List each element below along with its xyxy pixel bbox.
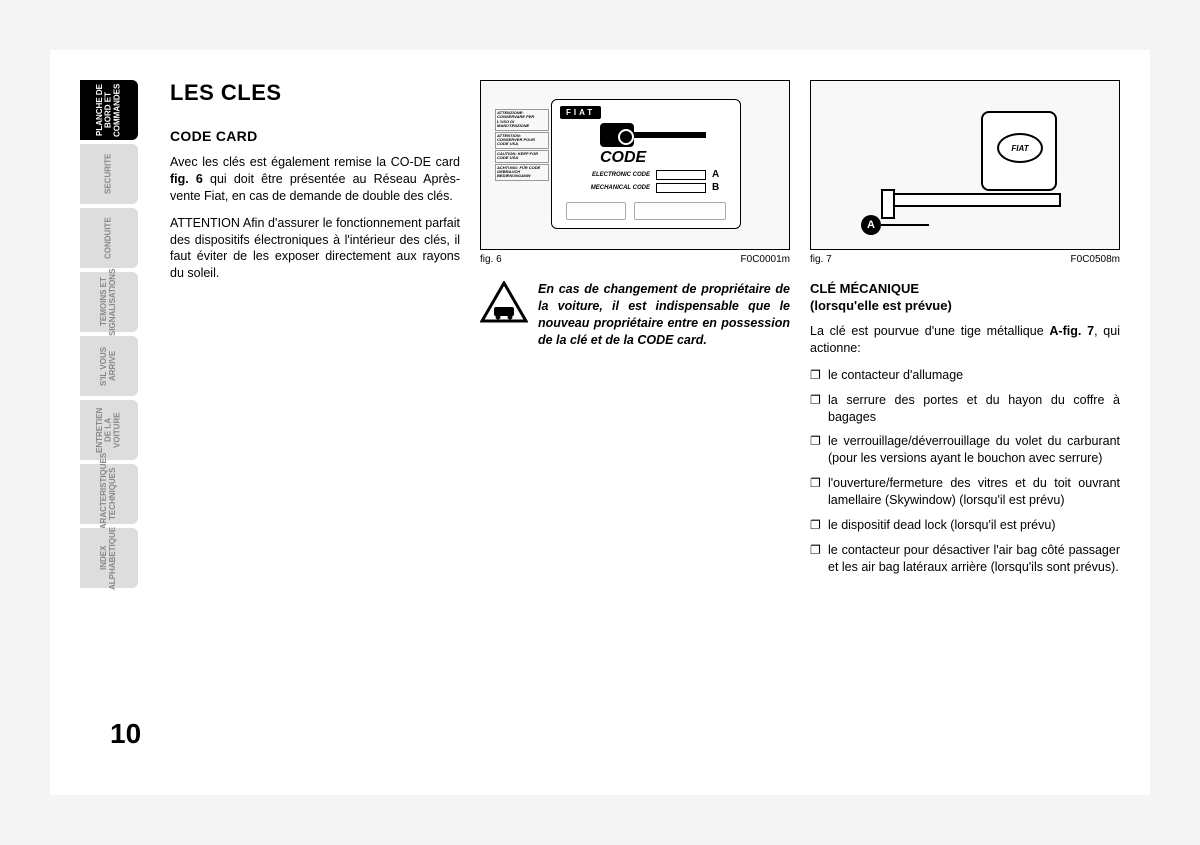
page-title: LES CLES	[170, 80, 460, 106]
column-1: LES CLES CODE CARD Avec les clés est éga…	[170, 80, 460, 584]
tab-entretien[interactable]: ENTRETIEN DE LA VOITURE	[80, 400, 138, 460]
code-card-graphic: FIAT CODE ELECTRONIC CODE A MECHANICAL C…	[551, 99, 741, 229]
figure-6-caption: fig. 6 F0C0001m	[480, 254, 790, 265]
fig-ref: A-fig. 7	[1049, 324, 1094, 338]
list-item: la serrure des portes et du hayon du cof…	[810, 392, 1120, 426]
key-graphic: FIAT A	[871, 111, 1071, 231]
tiny-warning: CAUTION: KEEP FOR CODE USA	[495, 150, 549, 163]
list-item: l'ouverture/fermeture des vitres et du t…	[810, 475, 1120, 509]
intro-paragraph: La clé est pourvue d'une tige métallique…	[810, 323, 1120, 357]
column-2: ATTENZIONE: CONSERVARE PER L'USO DI MANU…	[480, 80, 790, 584]
code-card-paragraph-1: Avec les clés est également remise la CO…	[170, 154, 460, 205]
fig-code: F0C0508m	[1071, 254, 1120, 265]
list-item: le contacteur pour désactiver l'air bag …	[810, 542, 1120, 576]
tab-index[interactable]: INDEX ALPHABETIQUE	[80, 528, 138, 588]
text-span: qui doit être présentée au Réseau Après-…	[170, 172, 460, 203]
callout-a: A	[861, 215, 929, 235]
code-card-paragraph-2: ATTENTION Afin d'assurer le fonctionneme…	[170, 215, 460, 283]
tab-securite[interactable]: SECURITE	[80, 144, 138, 204]
tiny-warning: ATTENTION: CONSERVER POUR CODE USA	[495, 132, 549, 149]
fiat-badge: FIAT	[997, 133, 1043, 163]
list-item: le verrouillage/déverrouillage du volet …	[810, 433, 1120, 467]
section-tabs: PLANCHE DE BORD ET COMMANDES SECURITE CO…	[50, 80, 140, 592]
tiny-warning: ACHTUNG: FÜR CODE GEBRAUCH BEDIENUNGANW	[495, 164, 549, 181]
row-label: ELECTRONIC CODE	[570, 172, 650, 178]
card-strip	[566, 202, 626, 220]
callout-dot: A	[861, 215, 881, 235]
column-3: FIAT A fig. 7 F0C0508m CLÉ MÉCANIQUE (lo…	[810, 80, 1120, 584]
key-shaft	[881, 193, 1061, 207]
warning-box: En cas de changement de propriétaire de …	[480, 281, 790, 349]
figure-7-caption: fig. 7 F0C0508m	[810, 254, 1120, 265]
content-columns: LES CLES CODE CARD Avec les clés est éga…	[170, 80, 1130, 584]
callout-letter: A	[712, 169, 722, 180]
manual-page: PLANCHE DE BORD ET COMMANDES SECURITE CO…	[50, 50, 1150, 795]
text-span: La clé est pourvue d'une tige métallique	[810, 324, 1049, 338]
fig-ref: fig. 6	[170, 172, 203, 186]
code-box	[656, 183, 706, 193]
electronic-code-row: ELECTRONIC CODE A	[570, 169, 732, 180]
figure-7: FIAT A	[810, 80, 1120, 250]
code-label: CODE	[600, 149, 732, 167]
functions-list: le contacteur d'allumage la serrure des …	[810, 367, 1120, 576]
code-box	[656, 170, 706, 180]
page-number: 10	[110, 718, 141, 750]
section-cle-mecanique: CLÉ MÉCANIQUE	[810, 281, 1120, 296]
card-warnings: ATTENZIONE: CONSERVARE PER L'USO DI MANU…	[495, 109, 549, 182]
warning-triangle-icon	[480, 281, 528, 323]
callout-line	[881, 224, 929, 226]
callout-letter: B	[712, 182, 722, 193]
fig-number: fig. 6	[480, 254, 502, 265]
tab-temoins[interactable]: TEMOINS ET SIGNALISATIONS	[80, 272, 138, 332]
card-strip	[634, 202, 726, 220]
mechanical-code-row: MECHANICAL CODE B	[570, 182, 732, 193]
tab-caracteristiques[interactable]: CARACTERISTIQUES TECHNIQUES	[80, 464, 138, 524]
list-item: le dispositif dead lock (lorsqu'il est p…	[810, 517, 1120, 534]
list-item: le contacteur d'allumage	[810, 367, 1120, 384]
tiny-warning: ATTENZIONE: CONSERVARE PER L'USO DI MANU…	[495, 109, 549, 131]
fiat-logo: FIAT	[560, 106, 601, 119]
fig-code: F0C0001m	[741, 254, 790, 265]
row-label: MECHANICAL CODE	[570, 185, 650, 191]
key-head: FIAT	[981, 111, 1057, 191]
tab-sil-vous-arrive[interactable]: S'IL VOUS ARRIVE	[80, 336, 138, 396]
section-subhead: (lorsqu'elle est prévue)	[810, 298, 1120, 313]
section-code-card: CODE CARD	[170, 128, 460, 144]
figure-6: ATTENZIONE: CONSERVARE PER L'USO DI MANU…	[480, 80, 790, 250]
tab-planche-bord[interactable]: PLANCHE DE BORD ET COMMANDES	[80, 80, 138, 140]
fig-number: fig. 7	[810, 254, 832, 265]
text-span: Avec les clés est également remise la CO…	[170, 155, 460, 169]
tab-conduite[interactable]: CONDUITE	[80, 208, 138, 268]
warning-text: En cas de changement de propriétaire de …	[538, 281, 790, 349]
key-icon	[600, 123, 710, 147]
